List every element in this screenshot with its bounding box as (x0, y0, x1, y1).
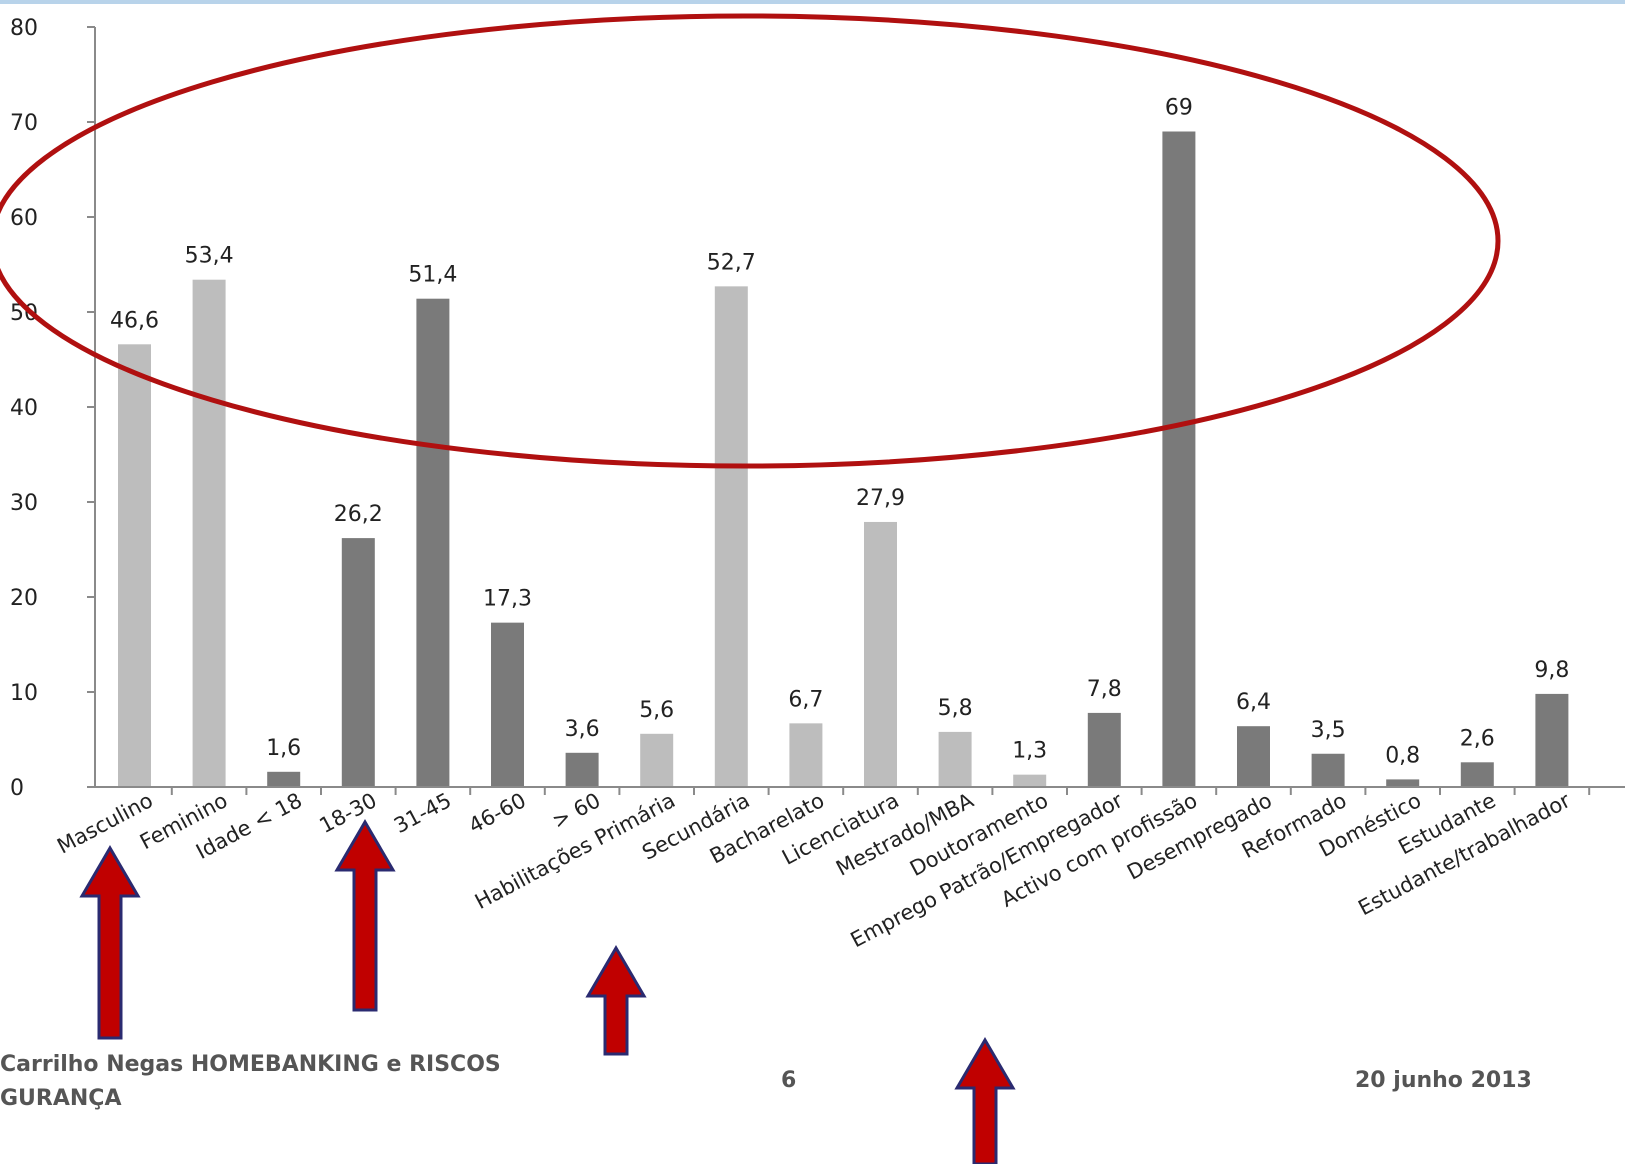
data-label: 51,4 (408, 263, 457, 288)
category-label: 31-45 (390, 788, 455, 838)
y-tick-label: 10 (10, 681, 38, 706)
data-label: 52,7 (707, 250, 756, 275)
bar (1311, 753, 1345, 787)
y-tick-label: 0 (10, 776, 24, 801)
data-label: 3,5 (1311, 718, 1346, 743)
y-tick-label: 20 (10, 586, 38, 611)
bar (1460, 762, 1494, 787)
data-label: 53,4 (185, 244, 234, 269)
data-label: 6,7 (788, 687, 823, 712)
footer-page-number: 6 (781, 1068, 797, 1093)
bar (416, 298, 450, 787)
data-label: 69 (1165, 96, 1193, 121)
y-tick-label: 80 (10, 16, 38, 41)
category-label: 46-60 (465, 788, 530, 838)
footer-author: Carrilho Negas HOMEBANKING e RISCOS GURA… (0, 1052, 501, 1111)
bar (714, 286, 748, 787)
data-label: 3,6 (565, 717, 600, 742)
y-tick-label: 70 (10, 111, 38, 136)
data-label: 5,8 (938, 696, 973, 721)
up-arrow-icon (585, 945, 647, 1056)
bar (640, 733, 674, 787)
data-label: 7,8 (1087, 677, 1122, 702)
bars: 46,6 53,4 1,6 26,2 51,4 17,3 3,6 5,6 52,7 6,7 27,9… (110, 96, 1569, 787)
up-arrow-icon (334, 819, 396, 1012)
bar (341, 538, 375, 787)
slide-top-border (0, 0, 1625, 4)
highlight-ellipse (0, 13, 1501, 469)
bar (565, 752, 599, 787)
bar (938, 731, 972, 787)
bar (118, 344, 151, 787)
data-label: 17,3 (483, 587, 532, 612)
bar (267, 771, 301, 787)
y-tick-label: 30 (10, 491, 38, 516)
bar (1386, 779, 1420, 787)
annotations (0, 13, 1501, 1164)
bar (491, 622, 524, 787)
bar (1237, 726, 1270, 787)
bar (1013, 774, 1047, 787)
up-arrow-icon (79, 845, 141, 1040)
data-label: 1,6 (266, 736, 301, 761)
y-tick-label: 60 (10, 206, 38, 231)
data-label: 9,8 (1534, 658, 1569, 683)
footer-date: 20 junho 2013 (1355, 1068, 1532, 1093)
bar (192, 279, 226, 787)
bar (789, 723, 823, 787)
up-arrow-icon (954, 1037, 1016, 1164)
y-tick-label: 40 (10, 396, 38, 421)
data-label: 2,6 (1460, 726, 1495, 751)
data-label: 6,4 (1236, 690, 1271, 715)
data-label: 27,9 (856, 486, 905, 511)
data-label: 46,6 (110, 308, 159, 333)
data-label: 0,8 (1385, 743, 1420, 768)
data-label: 26,2 (334, 502, 383, 527)
data-label: 1,3 (1012, 739, 1047, 764)
bar (864, 521, 897, 787)
bar (1535, 693, 1569, 787)
data-label: 5,6 (639, 698, 674, 723)
bar (1087, 712, 1121, 787)
category-label: Masculino (53, 788, 157, 858)
bar (1162, 131, 1196, 787)
